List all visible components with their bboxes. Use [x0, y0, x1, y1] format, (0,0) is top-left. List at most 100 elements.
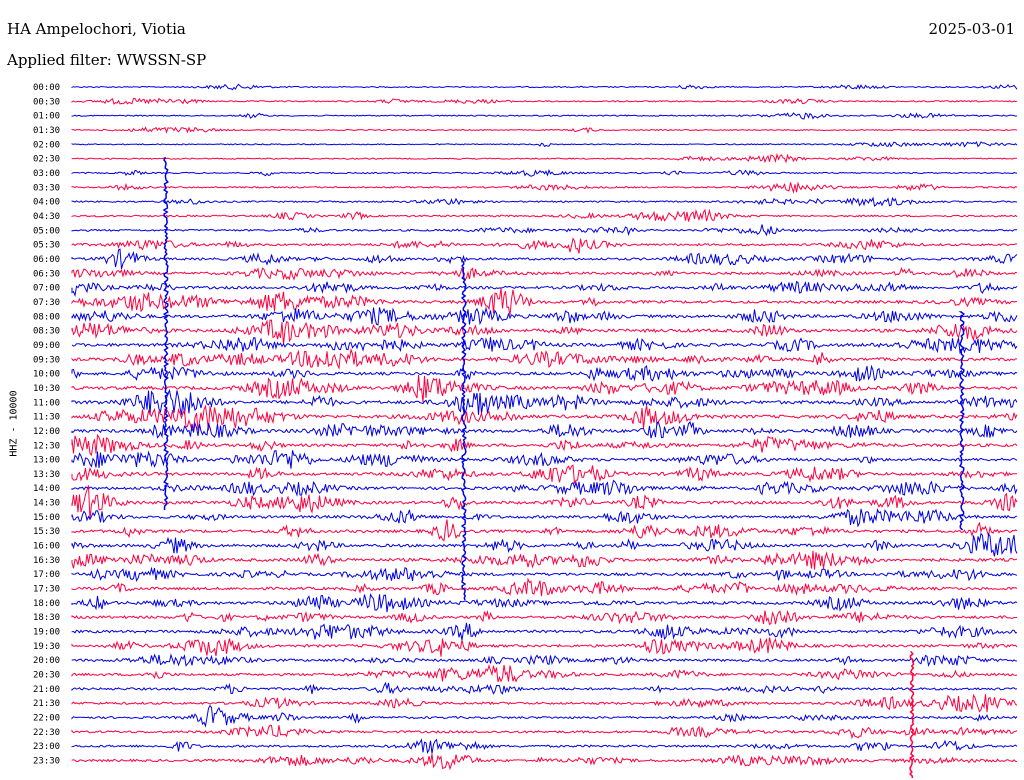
seismic-trace	[71, 126, 1018, 134]
filter-label: Applied filter: WWSSN-SP	[7, 51, 207, 69]
trace-time-label: 09:00	[33, 341, 60, 351]
seismic-trace	[71, 577, 1018, 597]
seismic-trace	[71, 485, 1018, 520]
trace-time-label: 08:00	[33, 312, 60, 322]
seismic-trace	[71, 112, 1018, 120]
seismic-trace	[71, 550, 1018, 570]
trace-time-label: 06:00	[33, 255, 60, 265]
trace-time-label: 14:00	[33, 484, 60, 494]
trace-time-label: 03:00	[33, 169, 60, 179]
trace-time-label: 21:30	[33, 699, 60, 709]
station-title: HA Ampelochori, Viotia	[7, 20, 186, 38]
seismic-trace	[71, 224, 1018, 237]
trace-time-label: 17:30	[33, 585, 60, 595]
seismic-trace	[71, 288, 1017, 316]
seismic-trace	[71, 83, 1018, 91]
trace-time-label: 23:00	[33, 742, 60, 752]
seismic-trace	[71, 681, 1018, 695]
trace-time-label: 05:00	[33, 226, 60, 236]
seismic-trace	[71, 375, 1018, 403]
trace-time-label: 14:30	[33, 499, 60, 509]
seismic-trace	[71, 566, 1018, 582]
trace-time-label: 02:30	[33, 155, 60, 165]
trace-time-label: 20:00	[33, 656, 60, 666]
trace-time-label: 10:00	[33, 370, 60, 380]
trace-time-label: 07:00	[33, 284, 60, 294]
seismic-event-spike	[908, 651, 915, 779]
trace-time-label: 09:30	[33, 355, 60, 365]
trace-time-label: 18:00	[33, 599, 60, 609]
trace-time-label: 22:30	[33, 728, 60, 738]
trace-time-label: 01:00	[33, 112, 60, 122]
seismic-trace	[71, 319, 1018, 345]
trace-time-label: 04:30	[33, 212, 60, 222]
seismic-trace	[71, 152, 1017, 164]
trace-time-label: 20:30	[33, 671, 60, 681]
seismic-trace	[71, 479, 1018, 497]
seismic-trace	[71, 663, 1018, 683]
seismic-event-spike	[460, 261, 468, 601]
trace-time-label: 15:30	[33, 527, 60, 537]
seismic-trace	[71, 248, 1018, 270]
seismic-trace	[71, 208, 1018, 222]
seismic-event-spike	[162, 157, 170, 511]
seismic-trace	[71, 280, 1018, 298]
seismic-trace	[71, 738, 1018, 754]
trace-time-label: 13:30	[33, 470, 60, 480]
seismic-trace	[71, 753, 1018, 771]
trace-time-label: 11:30	[33, 413, 60, 423]
trace-time-label: 02:00	[33, 140, 60, 150]
trace-time-label: 11:00	[33, 398, 60, 408]
trace-time-label: 12:00	[33, 427, 60, 437]
seismic-trace	[71, 622, 1018, 641]
trace-time-label: 18:30	[33, 613, 60, 623]
trace-time-label: 00:00	[33, 83, 60, 93]
seismic-trace	[71, 168, 1018, 177]
seismic-trace	[71, 532, 1018, 557]
trace-time-label: 06:30	[33, 269, 60, 279]
trace-time-label: 07:30	[33, 298, 60, 308]
seismic-trace	[71, 347, 1017, 370]
trace-time-label: 10:30	[33, 384, 60, 394]
seismic-trace	[71, 237, 1018, 254]
trace-time-label: 16:30	[33, 556, 60, 566]
seismic-trace	[71, 609, 1018, 626]
seismic-trace	[71, 266, 1018, 281]
seismic-trace	[71, 653, 1018, 667]
trace-time-label: 04:00	[33, 198, 60, 208]
trace-time-label: 03:30	[33, 183, 60, 193]
trace-time-label: 17:00	[33, 570, 60, 580]
trace-time-label: 19:00	[33, 628, 60, 638]
seismic-trace	[71, 364, 1018, 382]
seismic-trace	[71, 404, 1018, 432]
trace-time-label: 05:30	[33, 241, 60, 251]
seismic-trace	[71, 450, 1018, 469]
trace-time-label: 01:30	[33, 126, 60, 136]
seismic-trace	[71, 337, 1018, 355]
trace-time-label: 00:30	[33, 97, 60, 107]
trace-time-label: 08:30	[33, 327, 60, 337]
seismic-trace	[71, 420, 1018, 439]
trace-time-label: 19:30	[33, 642, 60, 652]
seismic-trace	[71, 196, 1018, 207]
seismic-trace	[71, 637, 1018, 657]
seismic-trace	[71, 306, 1018, 326]
seismic-trace	[71, 181, 1018, 194]
seismic-trace	[71, 519, 1018, 542]
seismic-trace	[71, 141, 1018, 148]
seismic-trace	[71, 97, 1018, 105]
seismic-trace	[71, 508, 1018, 528]
trace-time-label: 22:00	[33, 714, 60, 724]
date-label: 2025-03-01	[928, 20, 1015, 38]
trace-time-label: 23:30	[33, 757, 60, 767]
trace-time-label: 21:00	[33, 685, 60, 695]
trace-time-label: 12:30	[33, 441, 60, 451]
trace-time-label: 16:00	[33, 542, 60, 552]
seismic-trace	[71, 388, 1018, 415]
seismic-event-spike	[958, 311, 966, 531]
seismic-trace	[71, 724, 1018, 740]
seismic-trace	[71, 693, 1018, 713]
seismic-trace	[71, 593, 1018, 613]
trace-time-label: 15:00	[33, 513, 60, 523]
